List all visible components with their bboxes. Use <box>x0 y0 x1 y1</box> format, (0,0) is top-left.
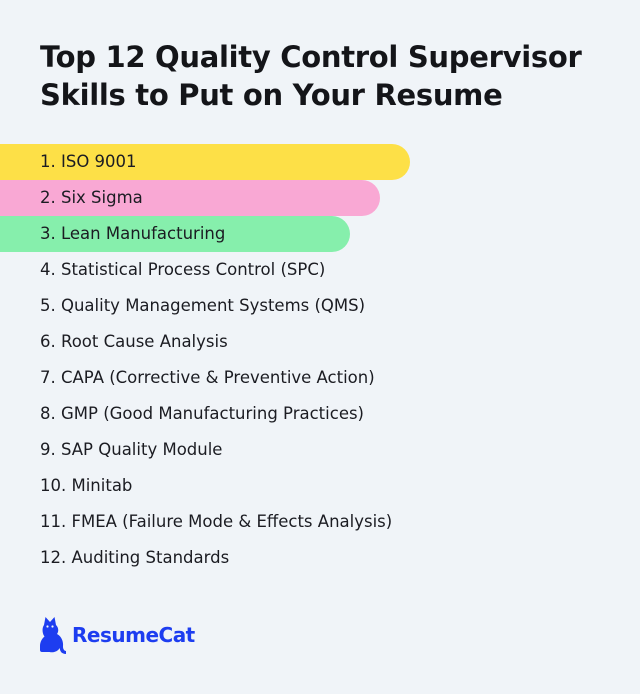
logo-text: ResumeCat <box>72 623 195 647</box>
skill-item: 8. GMP (Good Manufacturing Practices) <box>40 404 364 423</box>
skill-item: 1. ISO 9001 <box>0 144 410 180</box>
skill-item: 4. Statistical Process Control (SPC) <box>40 260 326 279</box>
skill-item: 6. Root Cause Analysis <box>40 332 228 351</box>
page-title: Top 12 Quality Control Supervisor Skills… <box>40 40 582 112</box>
skill-item: 10. Minitab <box>40 476 133 495</box>
skills-list: 1. ISO 9001 2. Six Sigma 3. Lean Manufac… <box>0 144 410 576</box>
cat-icon <box>40 617 66 654</box>
skill-item: 5. Quality Management Systems (QMS) <box>40 296 366 315</box>
skill-item: 7. CAPA (Corrective & Preventive Action) <box>40 368 375 387</box>
skill-item: 2. Six Sigma <box>0 180 380 216</box>
resumecat-logo: ResumeCat <box>40 615 195 655</box>
skill-item: 3. Lean Manufacturing <box>0 216 350 252</box>
skill-item: 11. FMEA (Failure Mode & Effects Analysi… <box>40 512 393 531</box>
skill-item: 12. Auditing Standards <box>40 548 230 567</box>
skill-item: 9. SAP Quality Module <box>40 440 223 459</box>
